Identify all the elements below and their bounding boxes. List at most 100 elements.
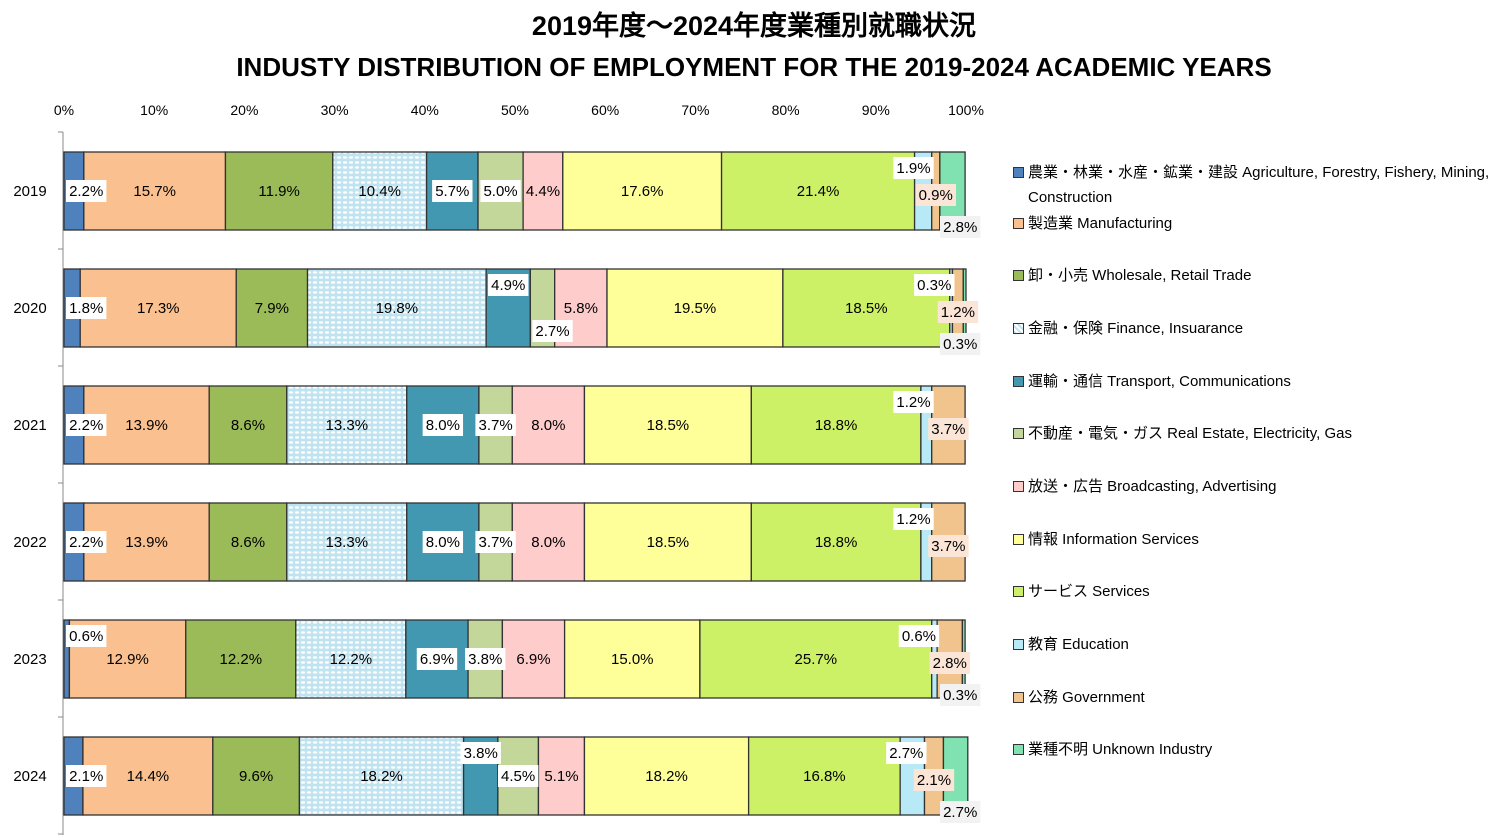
data-label-bg [940,333,981,355]
data-label: 16.8% [803,768,846,785]
legend-label: 教育 Education [1028,636,1129,653]
legend-item: 運輸・通信 Transport, Communications [1013,369,1493,394]
x-tick-label: 0% [54,102,74,118]
legend-label: 業種不明 Unknown Industry [1028,741,1213,758]
bar-segment [750,502,922,582]
legend-label: 運輸・通信 Transport, Communications [1028,373,1291,390]
legend-swatch [1013,534,1024,545]
data-label: 2.2% [69,534,103,551]
data-label: 12.2% [220,651,263,668]
data-label-bg [532,320,573,342]
legend-swatch [1013,428,1024,439]
data-label: 10.4% [358,183,401,200]
data-label: 8.0% [531,417,565,434]
data-label-bg [898,625,940,647]
legend-label: 農業・林業・水産・鉱業・建設 Agriculture, Forestry, Fi… [1028,164,1490,206]
data-label: 19.5% [674,300,717,317]
data-label: 15.7% [133,183,176,200]
data-label-bg [915,184,956,206]
bar-segment [511,502,586,582]
legend-swatch [1013,323,1024,334]
legend-label: サービス Services [1028,583,1150,600]
legend-swatch [1013,218,1024,229]
legend-swatch [1013,167,1024,178]
data-label-bg [928,418,969,440]
bar-segment [306,268,487,348]
data-label: 3.7% [479,417,513,434]
legend-label: 公務 Government [1028,689,1145,706]
data-label: 0.3% [943,336,977,353]
x-tick-label: 50% [501,102,529,118]
legend-swatch [1013,639,1024,650]
data-label: 8.6% [231,534,265,551]
data-label: 9.6% [239,768,273,785]
legend-label: 卸・小売 Wholesale, Retail Trade [1028,267,1252,284]
data-label-bg [66,414,107,436]
data-label: 5.8% [564,300,598,317]
data-label: 8.6% [231,417,265,434]
data-label: 13.3% [326,417,369,434]
data-label: 8.0% [426,534,460,551]
bar-segment [286,502,408,582]
data-label: 2.7% [535,323,569,340]
data-label: 3.8% [468,651,502,668]
data-label: 18.8% [815,417,858,434]
data-label-bg [422,531,464,553]
data-label: 18.2% [360,768,403,785]
data-label-bg [488,274,529,296]
bar-segment [406,385,480,465]
data-label: 11.9% [258,183,299,200]
data-label: 1.2% [896,394,930,411]
legend-item: 不動産・電気・ガス Real Estate, Electricity, Gas [1013,421,1493,446]
data-label: 0.9% [919,187,953,204]
data-label-bg [940,684,981,706]
data-label: 5.1% [544,768,578,785]
data-label-bg [940,216,981,238]
data-label: 6.9% [516,651,550,668]
data-label: 18.5% [647,534,690,551]
bar-segment [235,268,309,348]
data-label-bg [929,652,970,674]
data-label: 13.3% [326,534,369,551]
x-tick-label: 10% [140,102,168,118]
legend-label: 放送・広告 Broadcasting, Advertising [1028,478,1277,495]
x-tick-label: 40% [411,102,439,118]
x-tick-label: 90% [862,102,890,118]
data-label: 25.7% [795,651,838,668]
x-tick-label: 80% [772,102,800,118]
data-label: 19.8% [376,300,419,317]
bar-segment [332,151,428,231]
data-label-bg [913,769,955,791]
data-label: 0.6% [902,628,936,645]
legend-item: サービス Services [1013,579,1493,604]
data-label-bg [914,274,955,296]
data-label: 17.3% [137,300,180,317]
data-label: 3.7% [931,421,965,438]
data-label-bg [480,180,521,202]
data-label-bg [66,531,107,553]
data-label: 2.2% [69,183,103,200]
legend-item: 公務 Government [1013,685,1493,710]
data-label-bg [893,508,934,530]
data-label: 5.7% [435,183,469,200]
data-label: 3.8% [464,745,498,762]
data-label: 0.3% [943,687,977,704]
data-label: 0.3% [917,277,951,294]
data-label: 2.8% [943,219,977,236]
data-label-bg [422,414,464,436]
data-label-bg [66,180,107,202]
bar-segment [750,385,922,465]
data-label: 1.8% [69,300,103,317]
stacked-bar-chart: 0% 10% 20% 30% 40% 50% 60% 70% 80% 90% 100% 2019 202… [13,102,984,835]
legend-swatch [1013,481,1024,492]
data-label: 3.7% [931,538,965,555]
legend-item: 情報 Information Services [1013,527,1493,552]
legend-item: 金融・保険 Finance, Insuarance [1013,316,1493,341]
data-label: 1.9% [896,160,930,177]
data-label: 2.2% [69,417,103,434]
data-label: 2.7% [943,804,977,821]
legend-item: 製造業 Manufacturing [1013,211,1493,236]
data-label: 18.5% [647,417,690,434]
legend-item: 業種不明 Unknown Industry [1013,737,1493,762]
bar-segment [224,151,334,231]
